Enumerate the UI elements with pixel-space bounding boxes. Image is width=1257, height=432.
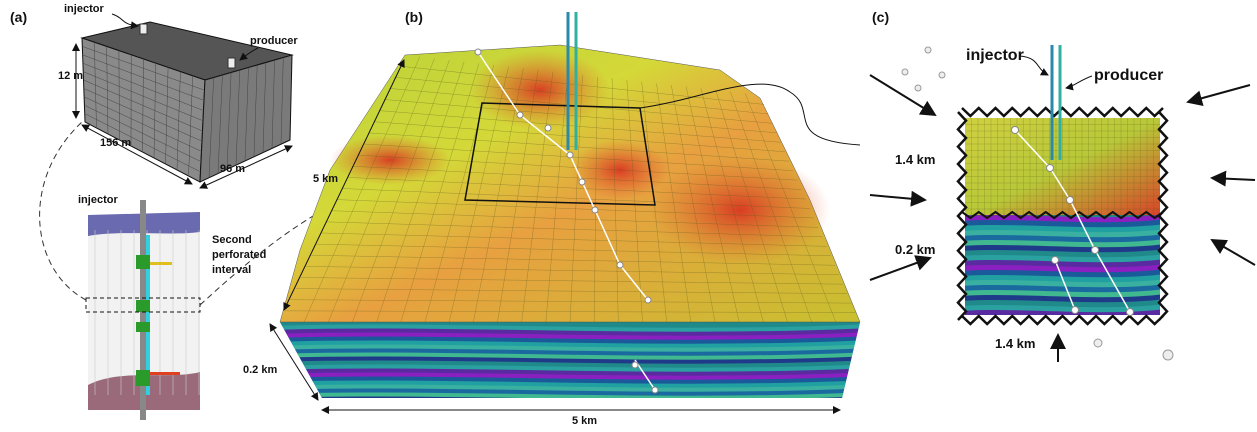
well-marker: [617, 262, 623, 268]
figure: (a) injector producer 12 m 156 m 96 m in…: [0, 0, 1257, 427]
well-marker: [1067, 197, 1074, 204]
well-section: [86, 200, 200, 420]
well-marker: [645, 297, 651, 303]
sector-model: [958, 45, 1167, 324]
well-marker: [1127, 309, 1134, 316]
field-model: [270, 12, 870, 406]
arrow: [1188, 85, 1250, 102]
perforation: [136, 370, 150, 386]
pointer: [1020, 56, 1048, 75]
particle: [902, 69, 908, 75]
particle: [925, 47, 931, 53]
hot-zone: [650, 155, 830, 265]
annotation: producer: [1094, 67, 1163, 84]
pointer: [1066, 76, 1092, 88]
annotation: 5 km: [572, 415, 597, 427]
arrow: [870, 195, 925, 200]
connector: [40, 122, 86, 300]
arrow: [870, 75, 935, 115]
annotation: injector: [78, 194, 118, 206]
well-marker: [1072, 307, 1079, 314]
annotation: 0.2 km: [895, 242, 935, 257]
log-spike: [150, 262, 172, 265]
note-line: interval: [212, 264, 251, 276]
hot-zone: [470, 50, 610, 130]
annotation: 12 m: [58, 70, 83, 82]
panel-label: (a): [10, 9, 27, 25]
annotation: injector: [64, 3, 104, 15]
arrow: [870, 258, 930, 280]
particle: [915, 85, 921, 91]
well-marker: [632, 362, 638, 368]
note-line: Second: [212, 234, 252, 246]
arrow: [1212, 240, 1255, 265]
perforation: [136, 300, 150, 312]
annotation: 0.2 km: [243, 364, 277, 376]
annotation: Second perforated interval: [212, 234, 269, 276]
panel-label: (c): [872, 9, 889, 25]
note-line: perforated: [212, 249, 266, 261]
annotation: injector: [966, 47, 1024, 64]
well-marker: [1092, 247, 1099, 254]
well-marker: [517, 112, 523, 118]
log-spike: [150, 372, 180, 375]
well-marker: [567, 152, 573, 158]
perforation: [136, 322, 150, 332]
well-marker: [592, 207, 598, 213]
particle: [1094, 339, 1102, 347]
well-marker: [579, 179, 585, 185]
well-marker: [1052, 257, 1059, 264]
perforation: [136, 255, 150, 269]
well-marker: [652, 387, 658, 393]
annotation: 1.4 km: [995, 336, 1035, 351]
annotation: producer: [250, 35, 298, 47]
annotation: 5 km: [313, 173, 338, 185]
particle: [1163, 350, 1173, 360]
page: {"panels":[ {"label":"(a)","annotations"…: [0, 0, 1257, 427]
panel-label: (b): [405, 9, 423, 25]
pointer: [112, 14, 138, 26]
injector-well: [140, 24, 147, 34]
particle: [939, 72, 945, 78]
arrow: [1212, 178, 1255, 180]
well-marker: [545, 125, 551, 131]
annotation: 1.4 km: [895, 152, 935, 167]
producer-well: [228, 58, 235, 68]
well-marker: [1012, 127, 1019, 134]
well-marker: [475, 49, 481, 55]
well-marker: [1047, 165, 1054, 172]
